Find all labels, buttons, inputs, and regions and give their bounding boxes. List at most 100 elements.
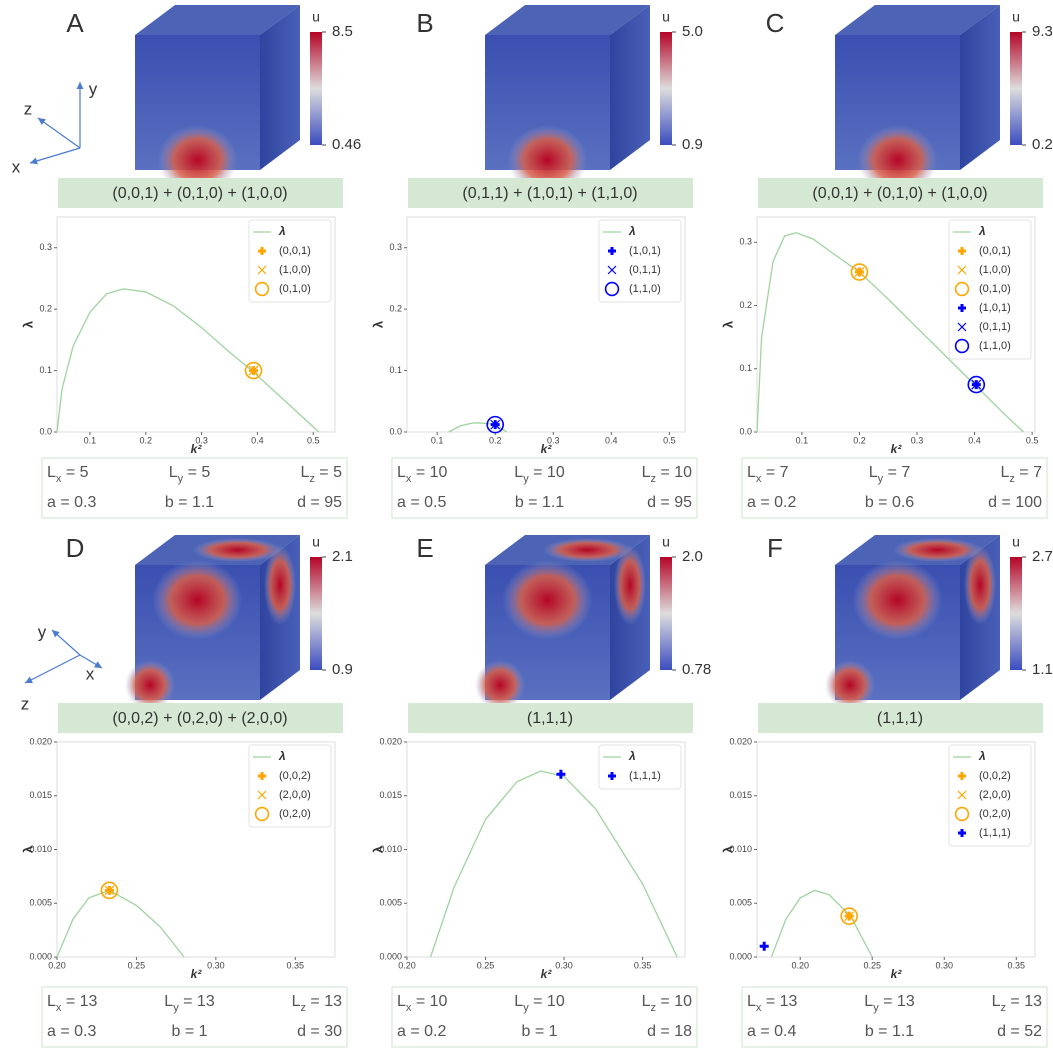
x-tick-label: 0.25 bbox=[863, 960, 881, 970]
param-symbol: L bbox=[292, 993, 301, 1010]
legend-label: (1,0,0) bbox=[279, 264, 311, 276]
x-tick-label: 0.2 bbox=[853, 435, 866, 445]
param-symbol: L bbox=[514, 993, 523, 1010]
x-axis-label: k² bbox=[891, 442, 903, 456]
y-tick-label: 0.015 bbox=[729, 790, 752, 800]
triad-label: z bbox=[24, 99, 33, 118]
param-symbol: L bbox=[47, 993, 56, 1010]
param-symbol: a = 0.2 bbox=[397, 1023, 446, 1040]
cube-hot bbox=[193, 538, 283, 562]
y-tick-label: 0.0 bbox=[739, 426, 752, 436]
y-tick-label: 0.000 bbox=[379, 951, 402, 961]
param-symbol: L bbox=[992, 993, 1001, 1010]
colorbar-tick-label: 2.0 bbox=[682, 548, 703, 565]
x-tick-label: 0.5 bbox=[307, 435, 320, 445]
colorbar-label: u bbox=[1012, 9, 1020, 25]
param-symbol: L bbox=[397, 993, 406, 1010]
cube bbox=[135, 5, 300, 195]
cube bbox=[475, 535, 650, 710]
y-tick-label: 0.3 bbox=[389, 242, 402, 252]
colorbar bbox=[1010, 557, 1022, 670]
x-tick-label: 0.2 bbox=[140, 435, 153, 445]
x-tick-label: 0.4 bbox=[605, 435, 618, 445]
y-tick-label: 0.000 bbox=[29, 951, 52, 961]
param-value: = 10 bbox=[656, 464, 692, 481]
cube-hot bbox=[543, 538, 633, 562]
param-value: = 10 bbox=[411, 464, 447, 481]
y-tick-label: 0.2 bbox=[389, 304, 402, 314]
x-tick-label: 0.25 bbox=[477, 960, 495, 970]
y-axis-label: λ bbox=[20, 845, 35, 853]
mode-title: (0,0,1) + (0,1,0) + (1,0,0) bbox=[812, 185, 987, 202]
x-tick-label: 0.1 bbox=[431, 435, 444, 445]
x-axis-label: k² bbox=[191, 442, 203, 456]
cube bbox=[485, 5, 650, 195]
param: d = 100 bbox=[988, 494, 1042, 511]
param-value: = 7 bbox=[761, 464, 788, 481]
mode-title: (1,1,1) bbox=[877, 710, 923, 727]
triad-label: x bbox=[86, 664, 95, 683]
param: d = 52 bbox=[997, 1023, 1042, 1040]
legend-label: (2,0,0) bbox=[979, 789, 1011, 801]
colorbar-tick-label: 0.23 bbox=[1032, 136, 1053, 153]
param-symbol: a = 0.2 bbox=[747, 494, 796, 511]
param-value: = 13 bbox=[306, 993, 342, 1010]
panel-label: E bbox=[416, 533, 433, 563]
legend-label: (1,0,1) bbox=[629, 245, 661, 257]
colorbar bbox=[310, 557, 322, 670]
colorbar-tick-label: 9.3 bbox=[1032, 23, 1053, 40]
param: a = 0.5 bbox=[397, 494, 446, 511]
x-tick-label: 0.5 bbox=[663, 435, 676, 445]
figure: Ayzxu0.468.5(0,0,1) + (0,1,0) + (1,0,0)0… bbox=[0, 0, 1053, 1052]
param-symbol: L bbox=[642, 464, 651, 481]
param-symbol: L bbox=[300, 464, 309, 481]
param: a = 0.3 bbox=[47, 1023, 96, 1040]
legend-label: (1,1,0) bbox=[629, 283, 661, 295]
legend-label: (0,0,2) bbox=[979, 770, 1011, 782]
legend-label: (2,0,0) bbox=[279, 789, 311, 801]
param-symbol: d = 95 bbox=[297, 494, 342, 511]
legend-label: (0,1,0) bbox=[279, 283, 311, 295]
param-value: = 10 bbox=[411, 993, 447, 1010]
param-symbol: L bbox=[1000, 464, 1009, 481]
legend-label: λ bbox=[278, 749, 286, 763]
colorbar-label: u bbox=[312, 9, 320, 25]
mode-title: (1,1,1) bbox=[527, 710, 573, 727]
param: b = 0.6 bbox=[865, 494, 914, 511]
param-symbol: b = 1 bbox=[171, 1023, 207, 1040]
x-tick-label: 0.2 bbox=[489, 435, 502, 445]
param-value: = 10 bbox=[529, 993, 565, 1010]
x-axis-label: k² bbox=[191, 967, 203, 981]
y-tick-label: 0.0 bbox=[389, 426, 402, 436]
y-axis-label: λ bbox=[720, 845, 735, 853]
param-symbol: b = 0.6 bbox=[865, 494, 914, 511]
param-value: = 10 bbox=[656, 993, 692, 1010]
cube-hot bbox=[153, 560, 243, 640]
param: d = 95 bbox=[647, 494, 692, 511]
legend-label: (1,1,0) bbox=[979, 340, 1011, 352]
param-value: = 10 bbox=[529, 464, 565, 481]
y-tick-label: 0.020 bbox=[29, 736, 52, 746]
y-tick-label: 0.005 bbox=[729, 898, 752, 908]
y-tick-label: 0.015 bbox=[379, 790, 402, 800]
x-tick-label: 0.25 bbox=[128, 960, 146, 970]
legend-label: (0,0,2) bbox=[279, 770, 311, 782]
colorbar bbox=[310, 32, 322, 145]
legend-label: (0,1,0) bbox=[979, 283, 1011, 295]
colorbar bbox=[660, 32, 672, 145]
y-tick-label: 0.005 bbox=[379, 898, 402, 908]
x-tick-label: 0.4 bbox=[968, 435, 981, 445]
y-axis-label: λ bbox=[20, 320, 35, 328]
x-tick-label: 0.20 bbox=[791, 960, 809, 970]
cube-hot bbox=[893, 538, 983, 562]
y-tick-label: 0.020 bbox=[729, 736, 752, 746]
param-value: = 7 bbox=[1015, 464, 1042, 481]
colorbar-tick-label: 0.78 bbox=[682, 661, 711, 678]
colorbar-tick-label: 0.46 bbox=[332, 136, 361, 153]
legend-label: λ bbox=[978, 749, 986, 763]
param-symbol: L bbox=[869, 464, 878, 481]
param-symbol: a = 0.3 bbox=[47, 1023, 96, 1040]
x-tick-label: 0.30 bbox=[207, 960, 225, 970]
mode-title: (0,1,1) + (1,0,1) + (1,1,0) bbox=[462, 185, 637, 202]
panel-label: B bbox=[416, 8, 433, 38]
